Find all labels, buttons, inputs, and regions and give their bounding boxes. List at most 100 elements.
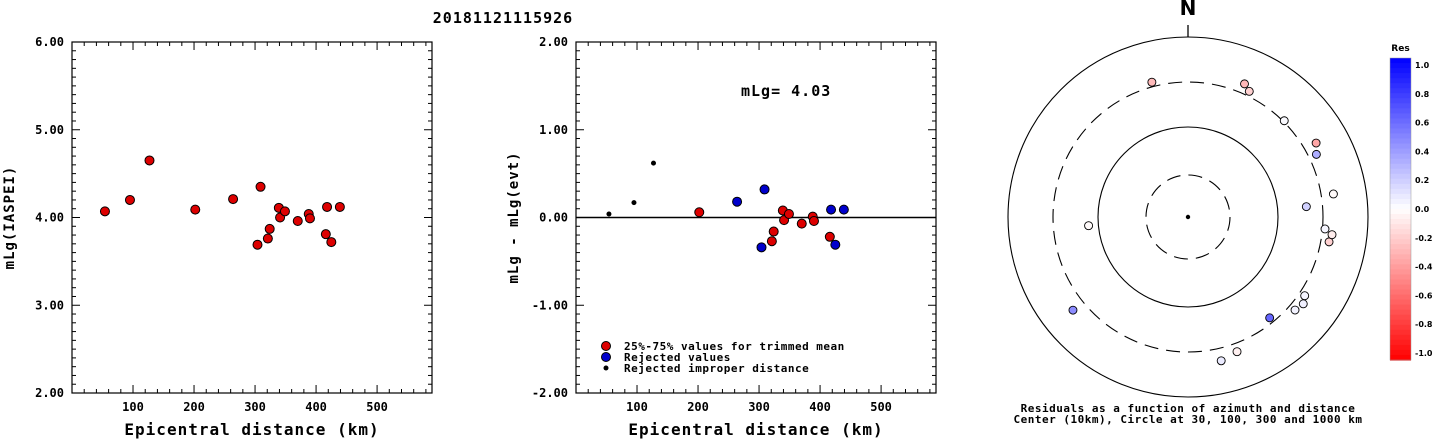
station-residual-point — [1311, 138, 1321, 148]
colorbar-segment — [1390, 329, 1411, 336]
data-point — [99, 206, 110, 217]
data-point — [144, 155, 155, 166]
y-tick-label: 3.00 — [35, 298, 64, 312]
colorbar-segment — [1390, 63, 1411, 69]
colorbar-segment — [1390, 158, 1411, 165]
legend-entry-label: 25%-75% values for trimmed mean — [624, 340, 845, 353]
colorbar-segment — [1390, 153, 1411, 160]
data-point — [228, 194, 239, 205]
data-point — [292, 216, 303, 227]
colorbar-segment — [1390, 163, 1411, 170]
colorbar-frame — [1389, 57, 1412, 361]
colorbar-segment — [1390, 58, 1411, 64]
x-tick-label: 200 — [687, 400, 709, 414]
colorbar-tick-label: 0.2 — [1415, 176, 1429, 185]
data-point — [808, 216, 819, 227]
x-axis-label: Epicentral distance (km) — [124, 420, 379, 439]
data-point — [124, 194, 135, 205]
x-tick-label: 500 — [870, 400, 892, 414]
y-tick-label: -2.00 — [532, 386, 568, 400]
station-residual-point — [1216, 356, 1226, 366]
data-point — [631, 200, 637, 206]
colorbar-segment — [1390, 314, 1411, 321]
x-tick-label: 100 — [626, 400, 648, 414]
x-tick-label: 500 — [366, 400, 388, 414]
data-point — [264, 223, 275, 234]
data-point — [650, 160, 656, 166]
colorbar-segment — [1390, 254, 1411, 260]
data-point — [824, 231, 835, 242]
colorbar-segment — [1390, 249, 1411, 255]
colorbar-segment — [1390, 334, 1411, 341]
colorbar-segment — [1390, 128, 1411, 135]
colorbar-segment — [1390, 203, 1411, 210]
y-tick-label: 2.00 — [539, 35, 568, 49]
colorbar-segment — [1390, 229, 1411, 235]
colorbar-segment — [1390, 274, 1411, 281]
colorbar-segment — [1390, 133, 1411, 140]
legend-marker — [601, 341, 611, 351]
colorbar-segment — [1390, 193, 1411, 200]
y-tick-label: 0.00 — [539, 211, 568, 225]
polar-caption-line: Residuals as a function of azimuth and d… — [1021, 402, 1356, 415]
station-residual-point — [1265, 313, 1275, 323]
colorbar-tick-label: 0.4 — [1415, 147, 1430, 156]
y-axis-label: mLg - mLg(evt) — [506, 151, 522, 283]
data-point — [732, 196, 743, 207]
colorbar-segment — [1390, 324, 1411, 331]
colorbar-segment — [1390, 299, 1411, 306]
colorbar-segment — [1390, 188, 1411, 195]
station-residual-point — [1147, 77, 1157, 87]
colorbar-segment — [1390, 244, 1411, 250]
colorbar-tick-label: 0.8 — [1415, 90, 1430, 99]
x-tick-label: 100 — [122, 400, 144, 414]
distance-ring-300km — [1052, 81, 1324, 353]
distance-ring-30km — [1145, 174, 1231, 260]
colorbar-title: Res — [1391, 44, 1409, 54]
magnitude-vs-distance-panel: 100 200 300 400 500 2.00 3.00 4.00 5.00 6.00 Epice… — [2, 35, 433, 439]
station-residual-point — [1300, 291, 1310, 301]
colorbar-segment — [1390, 118, 1411, 125]
colorbar-segment — [1390, 73, 1411, 79]
colorbar-segment — [1390, 304, 1411, 311]
y-tick-label: 1.00 — [539, 123, 568, 137]
colorbar-segment — [1390, 198, 1411, 205]
data-point — [334, 201, 345, 212]
station-residual-point — [1320, 224, 1330, 234]
colorbar-segment — [1390, 219, 1411, 225]
colorbar-segment — [1390, 168, 1411, 175]
data-point — [252, 239, 263, 250]
colorbar-segment — [1390, 113, 1411, 119]
x-tick-label: 400 — [305, 400, 327, 414]
colorbar-segment — [1390, 78, 1411, 84]
colorbar-segment — [1390, 284, 1411, 291]
legend-marker — [601, 352, 611, 362]
colorbar-segment — [1390, 289, 1411, 296]
colorbar-segment — [1390, 279, 1411, 286]
data-point — [796, 218, 807, 229]
x-tick-label: 400 — [809, 400, 831, 414]
colorbar-segment — [1390, 224, 1411, 230]
colorbar-segment — [1390, 209, 1411, 215]
y-tick-label: 6.00 — [35, 35, 64, 49]
station-residual-point — [1290, 305, 1300, 315]
colorbar-segment — [1390, 108, 1411, 114]
colorbar-segment — [1390, 148, 1411, 155]
legend-marker — [603, 365, 609, 371]
magnitude-annotation: mLg= 4.03 — [741, 82, 831, 100]
colorbar-segment — [1390, 98, 1411, 104]
station-residual-point — [1279, 116, 1289, 126]
colorbar-segment — [1390, 349, 1411, 356]
station-residual-point — [1084, 221, 1094, 231]
data-point — [279, 206, 290, 217]
station-residual-point — [1240, 79, 1249, 89]
colorbar-segment — [1390, 239, 1411, 245]
colorbar-tick-label: -0.4 — [1415, 263, 1433, 272]
colorbar-segment — [1390, 259, 1411, 265]
colorbar-segment — [1390, 214, 1411, 220]
colorbar-tick-label: 0.6 — [1415, 119, 1430, 128]
data-point — [768, 226, 779, 237]
y-tick-label: 4.00 — [35, 211, 64, 225]
colorbar-segment — [1390, 138, 1411, 145]
station-residual-point — [1298, 299, 1308, 309]
